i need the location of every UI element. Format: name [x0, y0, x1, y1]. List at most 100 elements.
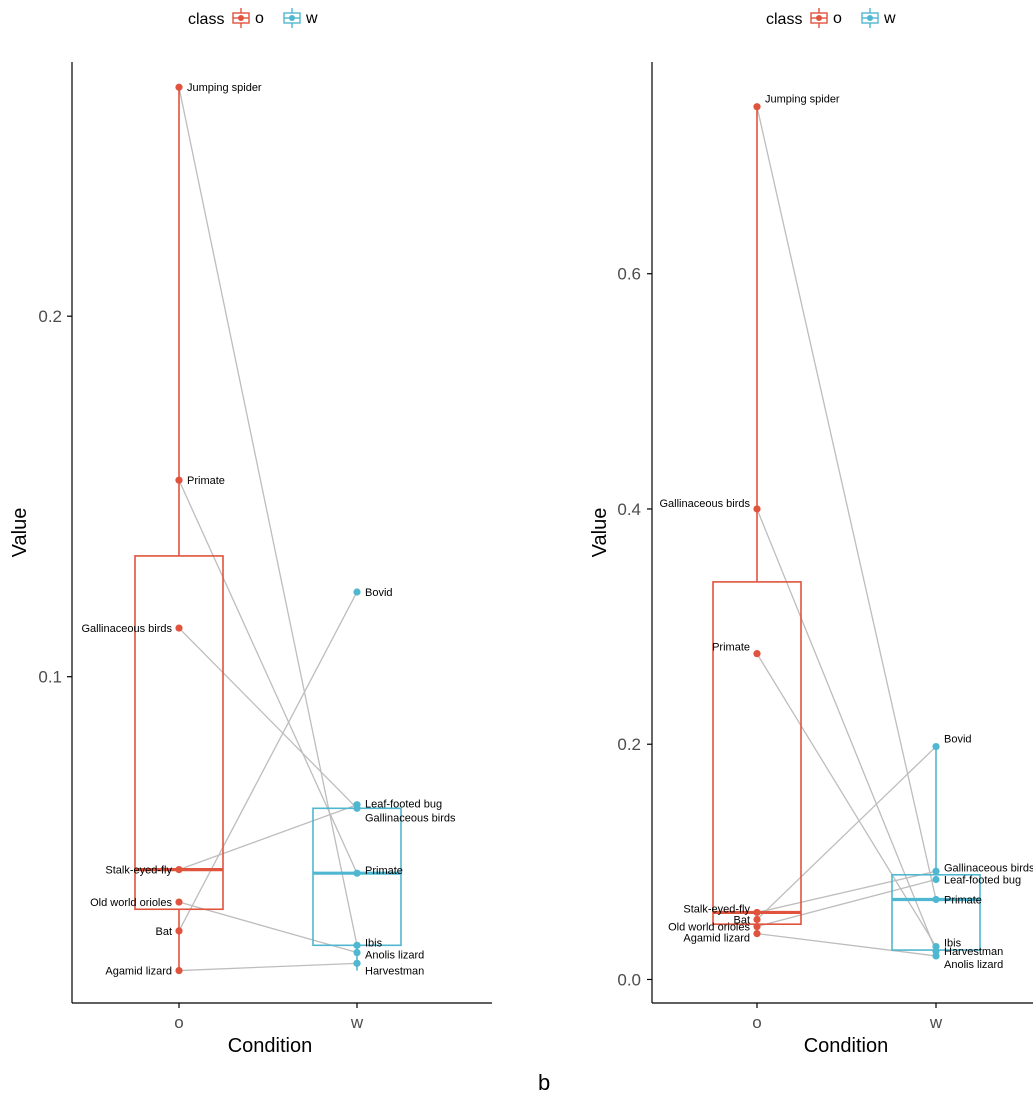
legend-dot — [816, 15, 822, 21]
legend-key-w — [283, 8, 301, 28]
data-point — [932, 875, 940, 884]
x-tick-label: w — [929, 1013, 943, 1032]
legend-title: class — [766, 11, 802, 28]
point-label: Gallinaceous birds — [944, 862, 1033, 874]
pair-line — [756, 878, 937, 928]
point-label: Gallinaceous birds — [365, 812, 456, 824]
point-label: Ibis — [365, 937, 383, 949]
data-point — [932, 867, 940, 875]
y-tick-label: 0.4 — [617, 500, 641, 519]
point-label: Primate — [187, 475, 225, 487]
data-point — [753, 103, 761, 111]
pair-line — [756, 746, 937, 920]
pair-line — [756, 653, 937, 947]
x-tick-label: o — [174, 1013, 183, 1032]
pair-line — [178, 87, 358, 946]
point-label: Jumping spider — [187, 82, 262, 94]
panel-letter: b — [538, 1070, 550, 1095]
legend-label: w — [883, 10, 896, 27]
data-point — [353, 941, 361, 949]
chart-panel-1: 0.1 0.2 o w Condition Value Jumping spider Prim… — [9, 8, 492, 1057]
data-point — [932, 742, 940, 751]
legend: class o w — [766, 8, 896, 28]
legend-dot — [238, 15, 244, 21]
legend-label: o — [255, 10, 264, 27]
pair-line — [756, 932, 937, 957]
point-label: Primate — [712, 642, 750, 654]
data-point — [753, 922, 761, 931]
point-label: Harvestman — [365, 965, 424, 977]
data-point — [175, 83, 183, 91]
point-label: Gallinaceous birds — [82, 623, 173, 635]
data-point — [175, 866, 183, 874]
point-label: Bat — [733, 914, 750, 926]
pair-line — [756, 508, 937, 952]
legend-label: w — [305, 10, 318, 27]
data-point — [353, 948, 361, 957]
box-o — [134, 555, 224, 911]
data-point — [353, 588, 361, 596]
point-label: Ibis — [944, 938, 962, 950]
data-point — [353, 869, 361, 877]
point-label: Leaf-footed bug — [944, 874, 1021, 886]
data-point — [175, 476, 183, 484]
legend-label: o — [833, 10, 842, 27]
legend: class o w — [188, 8, 318, 28]
point-label: Anolis lizard — [365, 950, 424, 962]
y-axis-title: Value — [589, 508, 611, 558]
y-tick-label: 0.2 — [38, 307, 62, 326]
point-label: Agamid lizard — [683, 933, 750, 945]
point-label: Jumping spider — [765, 94, 840, 106]
data-point — [932, 952, 940, 960]
x-tick-label: w — [350, 1013, 364, 1032]
point-label: Anolis lizard — [944, 959, 1003, 971]
pair-line — [178, 591, 358, 932]
point-label: Primate — [365, 865, 403, 877]
point-label: Bat — [155, 926, 172, 938]
data-point — [175, 927, 183, 935]
y-axis-title: Value — [9, 508, 31, 558]
point-label: Harvestman — [944, 946, 1003, 958]
point-label: Old world orioles — [668, 922, 750, 934]
pair-line — [178, 804, 358, 871]
box-o — [712, 581, 802, 925]
data-point — [175, 898, 183, 906]
point-label: Stalk-eyed-fly — [105, 865, 172, 877]
point-label: Old world orioles — [90, 897, 172, 909]
point-label: Agamid lizard — [105, 966, 172, 978]
data-point — [753, 505, 761, 513]
y-tick-label: 0.6 — [617, 265, 641, 284]
pair-line — [178, 901, 358, 954]
legend-key-o — [810, 8, 828, 28]
point-label: Leaf-footed bug — [365, 799, 442, 811]
y-tick-label: 0.1 — [38, 668, 62, 687]
point-label: Bovid — [944, 734, 972, 746]
pair-line — [756, 870, 937, 914]
legend-key-w — [861, 8, 879, 28]
data-point — [175, 624, 183, 632]
legend-key-o — [232, 8, 250, 28]
chart-panel-2: 0.0 0.2 0.4 0.6 o w Condition Value Jumping spid… — [589, 8, 1033, 1057]
y-tick-label: 0.2 — [617, 735, 641, 754]
data-point — [175, 966, 183, 975]
data-point — [353, 804, 361, 812]
point-label: Stalk-eyed-fly — [683, 903, 750, 915]
legend-dot — [289, 15, 295, 21]
y-tick-label: 0.0 — [617, 970, 641, 989]
x-tick-label: o — [752, 1013, 761, 1032]
point-label: Bovid — [365, 587, 393, 599]
x-axis-title: Condition — [804, 1035, 889, 1057]
pair-line — [178, 962, 358, 972]
legend-dot — [867, 15, 873, 21]
data-point — [753, 930, 761, 938]
data-point — [753, 650, 761, 658]
data-point — [753, 915, 761, 924]
pair-line — [756, 106, 937, 900]
point-label: Gallinaceous birds — [660, 498, 751, 510]
point-label: Primate — [944, 894, 982, 906]
data-point — [753, 908, 761, 917]
legend-title: class — [188, 11, 224, 28]
data-point — [932, 895, 940, 904]
pair-line — [178, 627, 358, 809]
